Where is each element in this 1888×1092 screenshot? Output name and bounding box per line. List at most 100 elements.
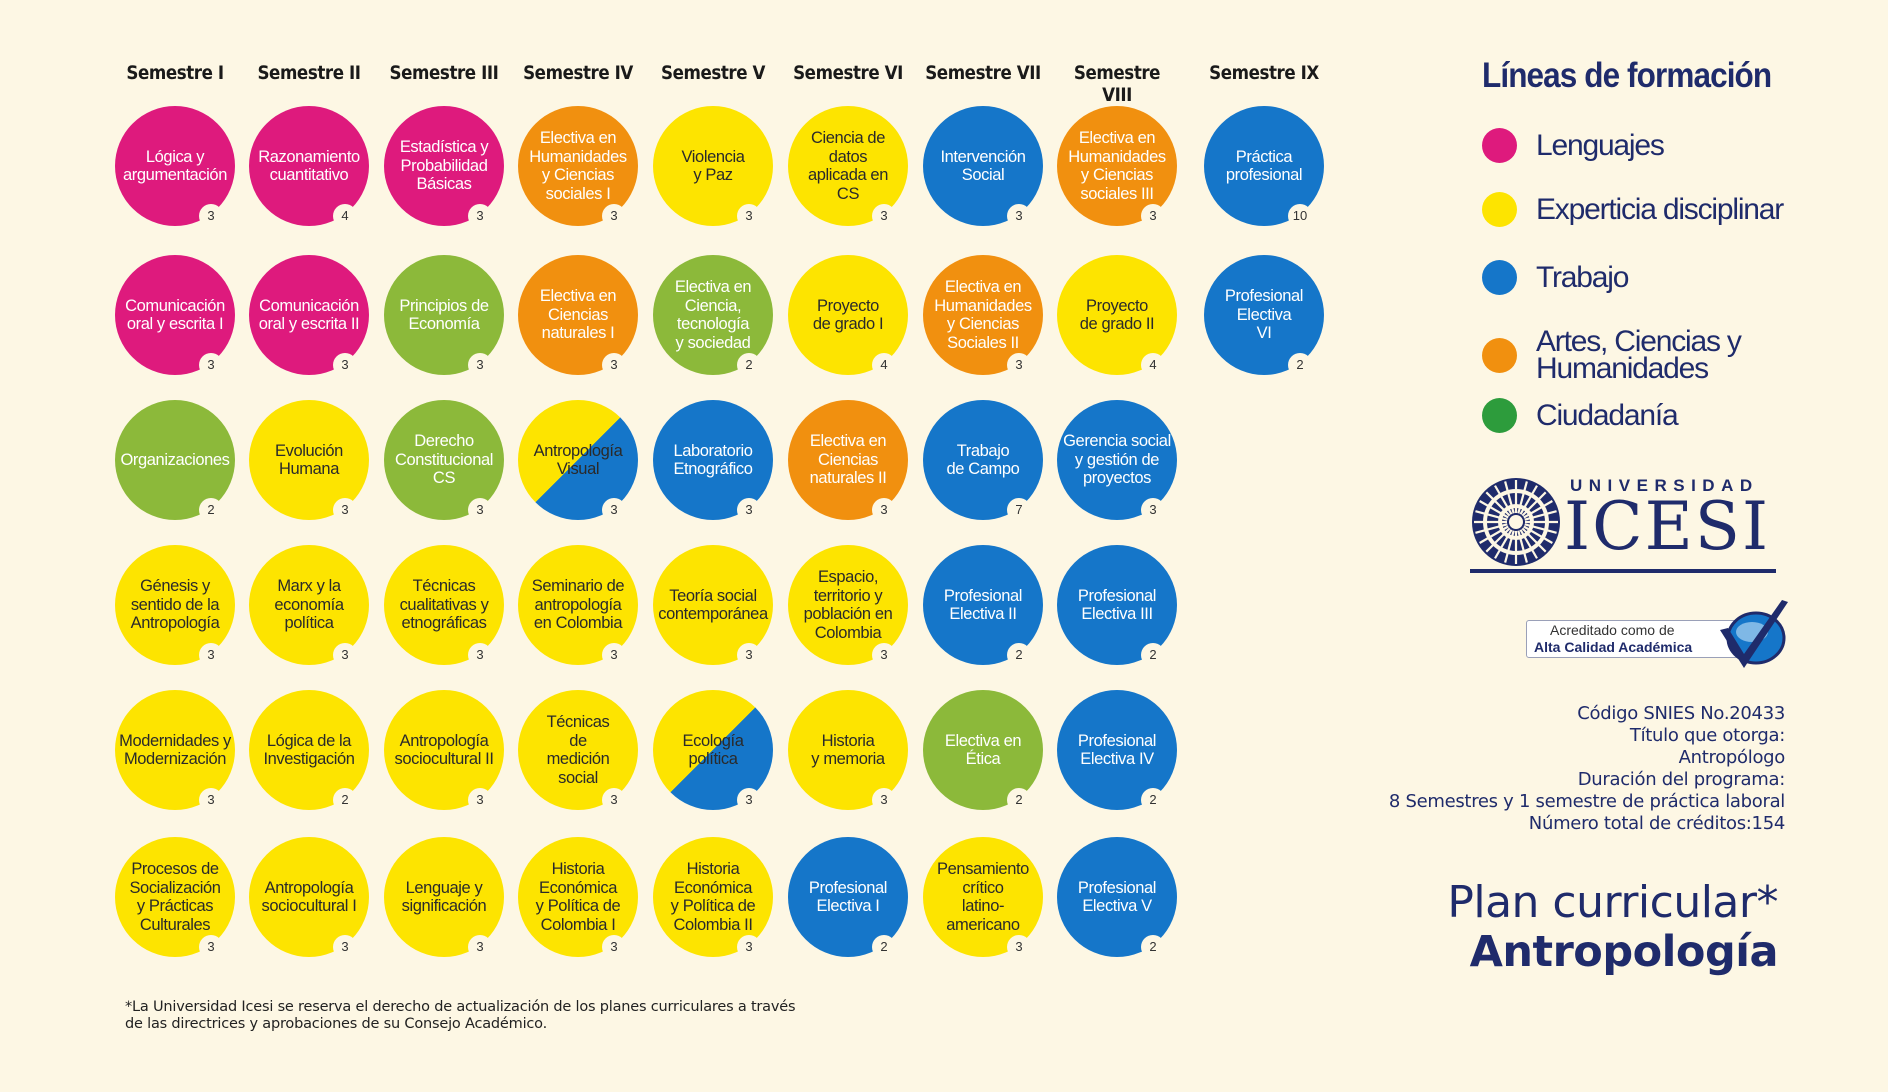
course-credits-badge: 3 xyxy=(1141,204,1165,228)
course-credits-badge: 3 xyxy=(199,204,223,228)
course-credits-badge: 3 xyxy=(737,498,761,522)
course-credits-badge: 3 xyxy=(872,788,896,812)
course-credits-badge: 3 xyxy=(333,935,357,959)
course-credits-badge: 2 xyxy=(1288,353,1312,377)
legend-title: Líneas de formación xyxy=(1482,56,1772,95)
logo-university-text: UNIVERSIDAD xyxy=(1570,476,1759,495)
course-circle: Profesional Electiva V 2 xyxy=(1057,837,1177,959)
legend-item: Ciudadanía xyxy=(1482,398,1679,433)
emblem-spoke xyxy=(1517,530,1528,563)
course-circle: Electiva en Humanidades y Ciencias socia… xyxy=(518,106,638,228)
course-name: Estadística y Probabilidad Básicas xyxy=(399,138,489,194)
course-name: Electiva en Humanidades y Ciencias socia… xyxy=(529,129,627,203)
course-name: Electiva en Ética xyxy=(944,731,1022,769)
course-circle: Electiva en Humanidades y Ciencias socia… xyxy=(1057,106,1177,228)
course-circle: Electiva en Ciencias naturales II 3 xyxy=(788,400,908,522)
course-circle: Laboratorio Etnográfico 3 xyxy=(653,400,773,522)
course-circle: Ciencia de datos aplicada en CS 3 xyxy=(788,106,908,228)
course-credits-badge: 3 xyxy=(602,788,626,812)
course-circle: Profesional Electiva II 2 xyxy=(923,545,1043,667)
course-credits-badge: 4 xyxy=(872,353,896,377)
course-credits-badge: 2 xyxy=(1141,935,1165,959)
accreditation-line1: Acreditado como de xyxy=(1550,622,1675,638)
course-name: Historia Económica y Política de Colombi… xyxy=(670,860,756,934)
legend-label: Experticia disciplinar xyxy=(1536,193,1784,226)
course-circle: Marx y la economía política 3 xyxy=(249,545,369,667)
course-credits-badge: 3 xyxy=(199,935,223,959)
course-name: Proyecto de grado II xyxy=(1079,296,1155,334)
course-credits-badge: 7 xyxy=(1007,498,1031,522)
semester-header-2: Semestre II xyxy=(257,62,361,84)
emblem-spoke xyxy=(1485,491,1511,517)
course-circle: Espacio, territorio y población en Colom… xyxy=(788,545,908,667)
course-circle: Lenguaje y significación 3 xyxy=(384,837,504,959)
course-circle: Principios de Economía 3 xyxy=(384,255,504,377)
course-credits-badge: 3 xyxy=(872,498,896,522)
semester-header-8: Semestre VIII xyxy=(1073,62,1161,106)
semester-header-6: Semestre VI xyxy=(793,62,903,84)
course-credits-badge: 3 xyxy=(737,788,761,812)
semester-header-5: Semestre V xyxy=(660,62,766,84)
course-circle: Electiva en Ciencia, tecnología y socied… xyxy=(653,255,773,377)
semester-header-9: Semestre IX xyxy=(1209,62,1319,84)
program-info-line: Título que otorga: xyxy=(1629,725,1785,746)
course-name: Derecho Constitucional CS xyxy=(394,432,494,488)
course-name: Técnicas cualitativas y etnográficas xyxy=(399,577,489,633)
course-circle: Historia Económica y Política de Colombi… xyxy=(518,837,638,959)
semester-header-4: Semestre IV xyxy=(523,62,633,84)
course-circle: Proyecto de grado II 4 xyxy=(1057,255,1177,377)
course-name: Trabajo de Campo xyxy=(946,441,1020,479)
course-circle: Profesional Electiva III 2 xyxy=(1057,545,1177,667)
course-name: Historia Económica y Política de Colombi… xyxy=(535,860,621,934)
course-credits-badge: 2 xyxy=(1141,788,1165,812)
course-name: Comunicación oral y escrita I xyxy=(125,296,225,334)
course-circle: Gerencia social y gestión de proyectos 3 xyxy=(1057,400,1177,522)
emblem-spoke xyxy=(1479,500,1509,519)
course-name: Antropología Visual xyxy=(533,441,623,479)
course-circle: Ecología política 3 xyxy=(653,690,773,812)
course-credits-badge: 3 xyxy=(333,353,357,377)
course-circle: Técnicas de medición social 3 xyxy=(518,690,638,812)
course-circle: Profesional Electiva IV 2 xyxy=(1057,690,1177,812)
course-name: Pensamiento crítico latino- americano xyxy=(937,860,1029,934)
semester-header-3: Semestre III xyxy=(389,62,499,84)
course-name: Profesional Electiva II xyxy=(943,586,1023,624)
course-credits-badge: 3 xyxy=(737,643,761,667)
course-name: Evolución Humana xyxy=(275,441,343,479)
course-name: Electiva en Ciencia, tecnología y socied… xyxy=(674,278,752,352)
course-name: Profesional Electiva I xyxy=(808,878,888,916)
course-name: Práctica profesional xyxy=(1225,147,1303,185)
course-name: Lenguaje y significación xyxy=(401,878,487,916)
course-credits-badge: 4 xyxy=(333,204,357,228)
legend-color-dot xyxy=(1482,260,1517,295)
legend-item: Trabajo xyxy=(1482,260,1629,295)
checkmark-seal-icon xyxy=(1720,600,1788,668)
accreditation-box xyxy=(1526,620,1746,658)
legend-label: Artes, Ciencias y Humanidades xyxy=(1536,325,1742,385)
course-name: Comunicación oral y escrita II xyxy=(258,296,360,334)
course-credits-badge: 2 xyxy=(1007,643,1031,667)
course-circle: Procesos de Socialización y Prácticas Cu… xyxy=(115,837,235,959)
course-name: Seminario de antropología en Colombia xyxy=(531,577,625,633)
legend-color-dot xyxy=(1482,192,1517,227)
legend-label: Lenguajes xyxy=(1536,129,1665,162)
course-name: Espacio, territorio y población en Colom… xyxy=(803,568,893,642)
course-name: Modernidades y Modernización xyxy=(119,731,231,769)
course-credits-badge: 3 xyxy=(333,643,357,667)
course-circle: Intervención Social 3 xyxy=(923,106,1043,228)
logo-name-text: ICESI xyxy=(1564,488,1771,565)
emblem-spoke xyxy=(1475,523,1508,534)
course-circle: Historia y memoria 3 xyxy=(788,690,908,812)
course-name: Teoría social contemporánea xyxy=(658,586,768,624)
legend-label: Ciudadanía xyxy=(1536,399,1679,432)
legend-color-dot xyxy=(1482,398,1517,433)
course-credits-badge: 3 xyxy=(872,204,896,228)
course-name: Violencia y Paz xyxy=(681,147,745,185)
course-name: Marx y la economía política xyxy=(274,577,344,633)
course-credits-badge: 3 xyxy=(468,935,492,959)
program-info-line: Antropólogo xyxy=(1678,747,1786,768)
legend-item: Artes, Ciencias y Humanidades xyxy=(1482,325,1742,385)
course-circle: Derecho Constitucional CS 3 xyxy=(384,400,504,522)
accreditation-badge: Acreditado como de Alta Calidad Académic… xyxy=(1524,598,1788,676)
course-credits-badge: 2 xyxy=(1007,788,1031,812)
